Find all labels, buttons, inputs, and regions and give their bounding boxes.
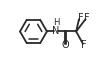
Text: H: H <box>53 18 59 27</box>
Text: F: F <box>81 40 87 50</box>
Text: F: F <box>78 13 83 23</box>
Text: O: O <box>62 40 69 50</box>
Text: N: N <box>52 26 60 36</box>
Text: F: F <box>84 13 90 23</box>
